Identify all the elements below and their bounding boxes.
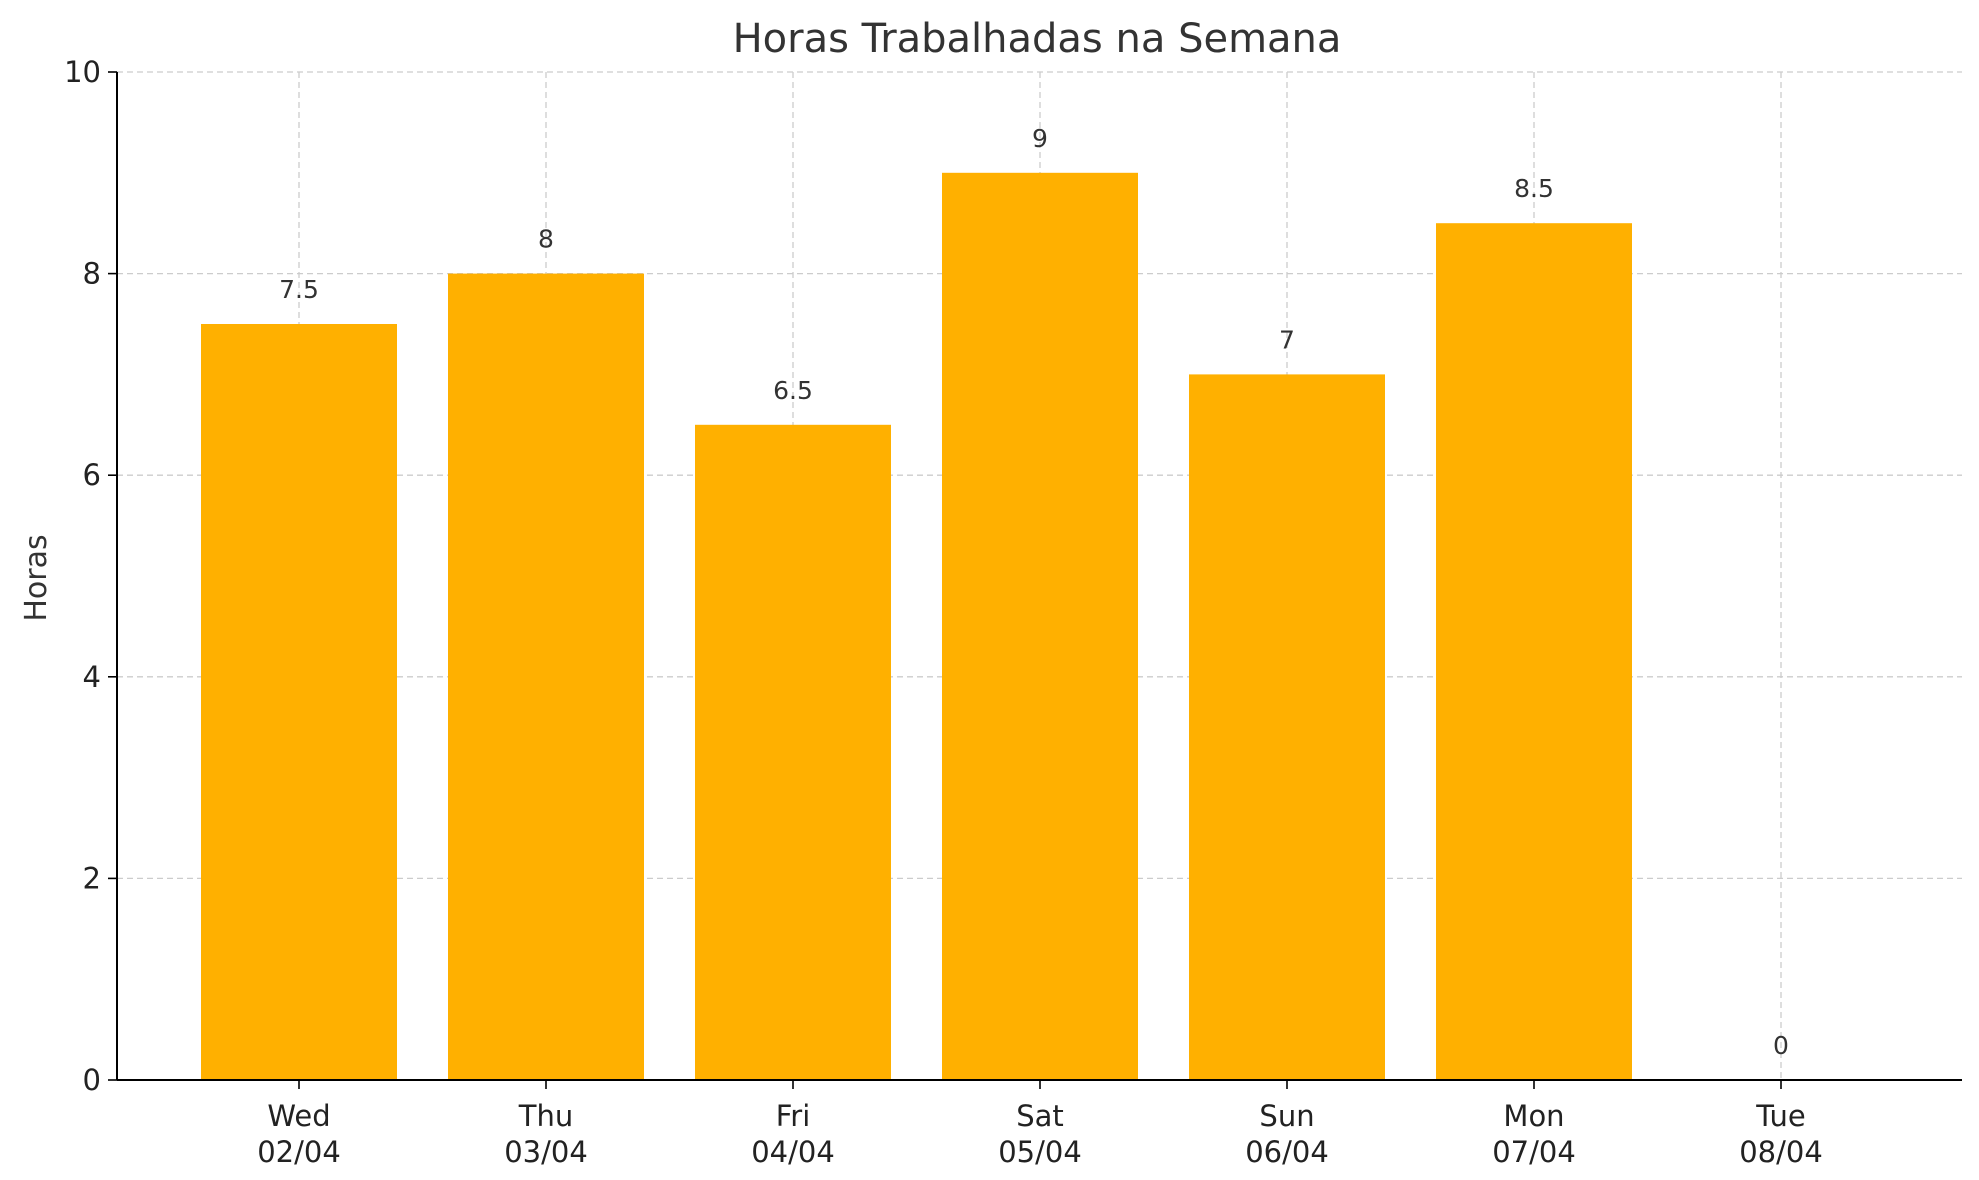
x-tick-label-line: 02/04 bbox=[257, 1135, 341, 1169]
bar bbox=[942, 172, 1138, 1081]
data-label: 8.5 bbox=[1514, 174, 1554, 203]
y-tick-label: 10 bbox=[64, 55, 101, 89]
bar bbox=[201, 324, 397, 1080]
x-tick-label: Thu 03/04 bbox=[504, 1099, 588, 1169]
y-tick-label: 2 bbox=[83, 861, 101, 895]
x-tick-label-line: Wed bbox=[267, 1099, 330, 1133]
data-label: 6.5 bbox=[773, 376, 813, 405]
x-tick-label: Sat 05/04 bbox=[998, 1099, 1082, 1169]
y-axis-label: Horas bbox=[19, 534, 54, 621]
bar bbox=[448, 273, 644, 1081]
x-tick-label-line: 07/04 bbox=[1492, 1135, 1576, 1169]
data-label: 7.5 bbox=[279, 275, 319, 304]
x-tick-label: Wed 02/04 bbox=[257, 1099, 341, 1169]
bar bbox=[695, 424, 891, 1080]
x-tick-label: Tue 08/04 bbox=[1739, 1099, 1823, 1169]
y-tick-label: 0 bbox=[83, 1063, 101, 1097]
x-tick-label-line: 05/04 bbox=[998, 1135, 1082, 1169]
chart-title: Horas Trabalhadas na Semana bbox=[733, 16, 1342, 62]
bars bbox=[201, 172, 1632, 1081]
data-label: 9 bbox=[1032, 124, 1048, 153]
y-axis-ticks: 0 2 4 6 8 10 bbox=[64, 55, 117, 1097]
x-tick-label: Fri 04/04 bbox=[751, 1099, 835, 1169]
data-label: 8 bbox=[538, 225, 554, 254]
x-tick-label-line: Thu bbox=[518, 1099, 573, 1133]
x-tick-label-line: Tue bbox=[1755, 1099, 1806, 1133]
x-tick-label: Sun 06/04 bbox=[1245, 1099, 1329, 1169]
x-tick-label: Mon 07/04 bbox=[1492, 1099, 1576, 1169]
x-tick-label-line: Sat bbox=[1016, 1099, 1064, 1133]
x-tick-label-line: 03/04 bbox=[504, 1135, 588, 1169]
x-tick-label-line: 06/04 bbox=[1245, 1135, 1329, 1169]
x-tick-label-line: Sun bbox=[1259, 1099, 1314, 1133]
bar bbox=[1189, 374, 1385, 1080]
x-tick-label-line: Mon bbox=[1503, 1099, 1564, 1133]
x-tick-label-line: 04/04 bbox=[751, 1135, 835, 1169]
x-axis-ticks: Wed 02/04 Thu 03/04 Fri 04/04 Sat 05/04 Sun 06/04… bbox=[257, 1080, 1823, 1169]
data-label: 0 bbox=[1773, 1031, 1789, 1060]
y-tick-label: 6 bbox=[83, 458, 101, 492]
data-labels: 7.5 8 6.5 9 7 8.5 0 bbox=[279, 124, 1789, 1060]
y-tick-label: 4 bbox=[83, 660, 101, 694]
axes bbox=[116, 72, 1962, 1081]
x-tick-label-line: 08/04 bbox=[1739, 1135, 1823, 1169]
y-tick-label: 8 bbox=[83, 257, 101, 291]
bar bbox=[1436, 223, 1632, 1080]
data-label: 7 bbox=[1279, 325, 1295, 354]
x-tick-label-line: Fri bbox=[776, 1099, 811, 1133]
